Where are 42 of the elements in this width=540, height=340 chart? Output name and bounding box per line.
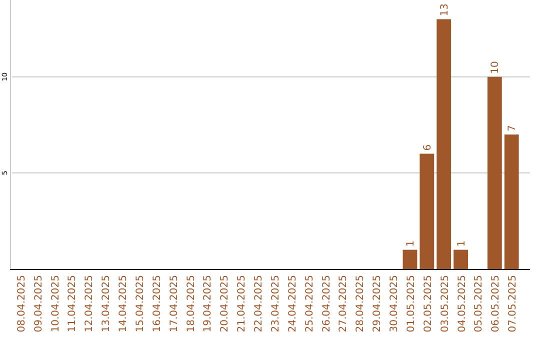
x-tick-label: 02.05.2025 (422, 275, 434, 332)
x-tick-label: 06.05.2025 (490, 275, 502, 332)
x-tick-label: 24.04.2025 (287, 275, 298, 332)
data-label: 1 (456, 240, 468, 247)
x-tick-label: 09.04.2025 (33, 275, 44, 332)
data-label: 1 (405, 240, 416, 247)
x-tick-label: 15.04.2025 (134, 275, 146, 332)
x-tick-label: 05.05.2025 (474, 275, 485, 332)
data-label: 13 (439, 3, 450, 16)
x-tick-label: 01.05.2025 (406, 275, 417, 332)
x-tick-label: 14.04.2025 (118, 275, 130, 332)
x-tick-label: 04.05.2025 (456, 275, 468, 332)
x-tick-label: 03.05.2025 (440, 275, 451, 332)
x-tick-label: 08.04.2025 (16, 275, 28, 332)
data-label: 7 (507, 125, 518, 132)
x-tick-label: 26.04.2025 (321, 275, 332, 332)
x-tick-label: 19.04.2025 (202, 275, 214, 332)
data-label: 6 (422, 144, 434, 151)
x-tick-label: 12.04.2025 (84, 275, 96, 332)
data-label: 10 (490, 61, 502, 74)
x-tick-label: 22.04.2025 (254, 275, 265, 332)
x-tick-label: 11.04.2025 (67, 275, 78, 332)
x-tick-label: 28.04.2025 (355, 275, 366, 332)
bar (420, 154, 434, 269)
x-tick-label: 23.04.2025 (270, 275, 282, 332)
x-tick-label: 20.04.2025 (220, 275, 231, 332)
x-tick-label: 17.04.2025 (168, 275, 180, 332)
bar (436, 19, 452, 269)
x-tick-label: 21.04.2025 (236, 275, 248, 332)
bar (402, 250, 418, 269)
bar (504, 134, 519, 269)
x-tick-label: 25.04.2025 (304, 275, 316, 332)
x-tick-label: 18.04.2025 (186, 275, 197, 332)
bar (487, 76, 502, 269)
x-tick-label: 27.04.2025 (338, 275, 350, 332)
x-tick-label: 13.04.2025 (101, 275, 112, 332)
x-tick-label: 10.04.2025 (50, 275, 62, 332)
x-tick-label: 29.04.2025 (372, 275, 384, 332)
x-tick-label: 07.05.2025 (508, 275, 519, 332)
x-tick-label: 16.04.2025 (152, 275, 163, 332)
bar (454, 250, 468, 269)
x-tick-label: 30.04.2025 (389, 275, 400, 332)
